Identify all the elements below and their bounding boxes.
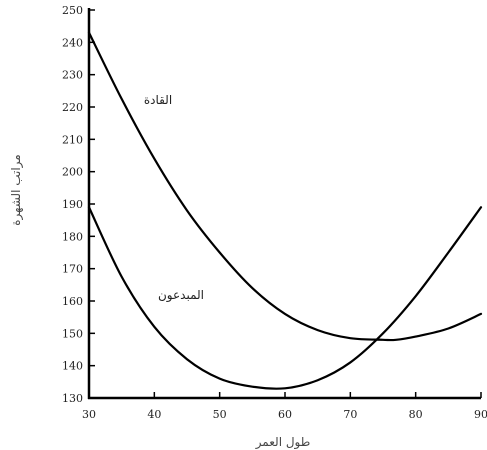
x-axis-ticks: 30 40 50 60 70 80 90 — [82, 392, 487, 421]
y-tick-label: 190 — [62, 198, 83, 211]
series-line-creators — [87, 206, 483, 390]
series-label-creators: المبدعون — [158, 288, 204, 303]
y-tick-label: 150 — [62, 327, 83, 340]
y-tick-label: 210 — [62, 133, 83, 146]
x-tick-label: 80 — [409, 408, 423, 421]
y-tick-label: 140 — [62, 360, 83, 373]
x-tick-label: 30 — [82, 408, 96, 421]
y-tick-label: 200 — [62, 166, 83, 179]
y-tick-label: 230 — [62, 69, 83, 82]
y-tick-label: 160 — [62, 295, 83, 308]
y-tick-label: 220 — [62, 101, 83, 114]
x-tick-label: 50 — [213, 408, 227, 421]
y-tick-label: 250 — [62, 4, 83, 17]
y-tick-label: 130 — [62, 392, 83, 405]
x-tick-label: 60 — [278, 408, 292, 421]
series-label-leaders: القادة — [144, 93, 172, 107]
x-tick-label: 40 — [147, 408, 161, 421]
series-line-leaders — [87, 31, 483, 342]
y-tick-label: 180 — [62, 230, 83, 243]
x-tick-label: 70 — [343, 408, 357, 421]
series-layer — [87, 31, 483, 390]
x-tick-label: 90 — [474, 408, 487, 421]
y-tick-label: 240 — [62, 36, 83, 49]
y-tick-label: 170 — [62, 263, 83, 276]
y-axis-title: مراتب الشهرة — [9, 154, 24, 225]
x-axis-title: طول العمر — [255, 435, 311, 450]
y-axis-ticks: 130 140 150 160 170 180 190 200 210 220 230 240 250 — [62, 4, 95, 405]
